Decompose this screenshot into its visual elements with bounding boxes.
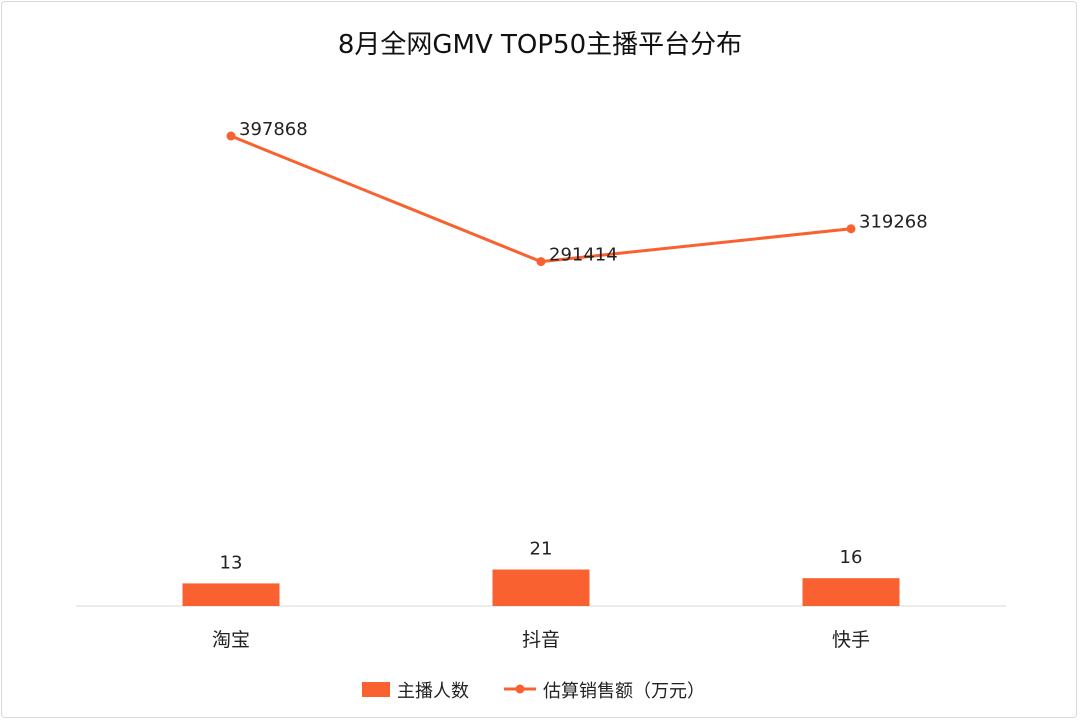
- bar-data-label: 16: [840, 547, 863, 568]
- legend-bar-swatch: [362, 682, 390, 697]
- legend: 主播人数 估算销售额（万元）: [362, 681, 705, 702]
- line-point: [536, 257, 546, 267]
- line-data-label: 291414: [549, 245, 618, 266]
- chart-title: 8月全网GMV TOP50主播平台分布: [338, 30, 742, 60]
- line-series: [226, 131, 856, 267]
- legend-line-marker: [515, 684, 525, 694]
- legend-line-label: 估算销售额（万元）: [543, 681, 705, 702]
- bar: [492, 569, 590, 606]
- data-labels: 13 21 16 397868 291414 319268: [220, 119, 928, 573]
- bar: [802, 578, 900, 606]
- bar: [182, 583, 280, 606]
- line-point: [226, 131, 236, 141]
- bar-data-label: 21: [530, 539, 553, 560]
- bar-data-label: 13: [220, 552, 243, 573]
- line-data-label: 319268: [859, 212, 928, 233]
- line-path: [230, 134, 852, 264]
- category-label: 抖音: [522, 629, 560, 651]
- bar-series: [182, 569, 900, 606]
- category-label: 淘宝: [212, 629, 250, 651]
- line-data-label: 397868: [239, 119, 308, 140]
- category-axis-labels: 淘宝 抖音 快手: [212, 629, 870, 651]
- category-label: 快手: [832, 629, 870, 651]
- legend-bar-label: 主播人数: [397, 681, 469, 702]
- line-point: [846, 224, 856, 234]
